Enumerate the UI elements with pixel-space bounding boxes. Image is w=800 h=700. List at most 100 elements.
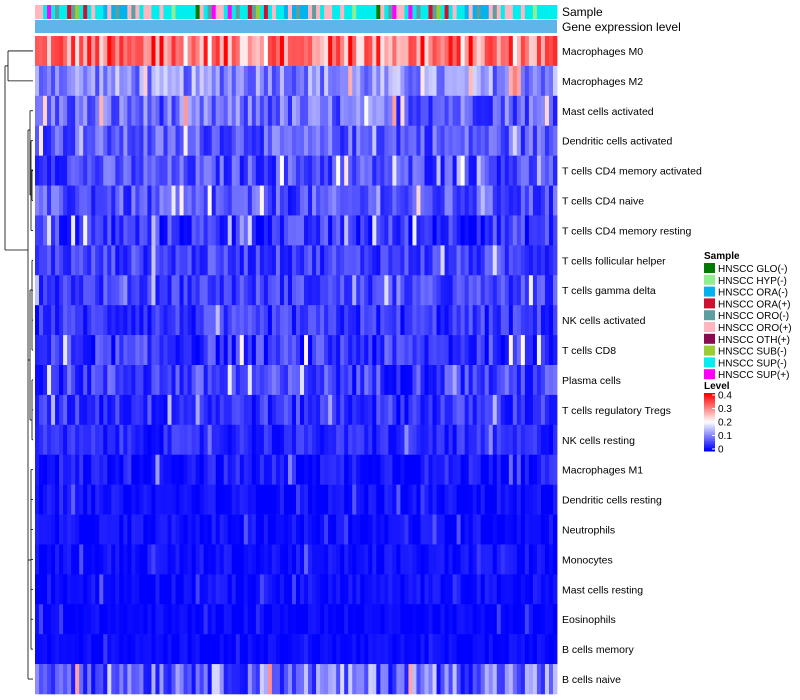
- heatmap-cell: [412, 544, 417, 575]
- heatmap-cell: [47, 245, 52, 276]
- heatmap-cell: [107, 604, 112, 635]
- heatmap-cell: [43, 215, 48, 246]
- heatmap-cell: [536, 245, 542, 276]
- heatmap-cell: [512, 155, 518, 186]
- heatmap-cell: [275, 484, 281, 515]
- heatmap-cell: [308, 125, 313, 156]
- heatmap-cell: [340, 574, 345, 605]
- heatmap-cell: [207, 454, 213, 485]
- heatmap-cell: [332, 65, 337, 97]
- heatmap-cell: [111, 125, 116, 156]
- heatmap-cell: [480, 125, 486, 156]
- heatmap-cell: [43, 36, 48, 67]
- heatmap-cell: [364, 95, 369, 127]
- heatmap-cell: [167, 664, 172, 695]
- heatmap-cell: [259, 424, 265, 456]
- heatmap-cell: [304, 95, 309, 127]
- heatmap-cell: [171, 95, 176, 127]
- heatmap-cell: [476, 484, 482, 515]
- row-label: B cells naive: [562, 674, 621, 686]
- heatmap-cell: [223, 634, 229, 665]
- heatmap-cell: [496, 634, 502, 665]
- heatmap-cell: [271, 305, 277, 336]
- sample-annotation-cell: [115, 5, 120, 19]
- heatmap-cell: [392, 544, 397, 575]
- heatmap-cell: [404, 185, 409, 216]
- heatmap-cell: [420, 185, 425, 216]
- heatmap-cell: [456, 454, 462, 485]
- heatmap-cell: [215, 634, 221, 665]
- heatmap-cell: [524, 484, 530, 515]
- heatmap-cell: [336, 454, 341, 485]
- heatmap-cell: [324, 305, 329, 336]
- heatmap-cell: [540, 125, 546, 156]
- heatmap-cell: [179, 424, 184, 456]
- heatmap-cell: [516, 664, 522, 695]
- heatmap-cell: [312, 454, 317, 485]
- heatmap-cell: [291, 155, 297, 186]
- heatmap-cell: [211, 634, 217, 665]
- heatmap-cell: [263, 544, 269, 575]
- heatmap-cell: [408, 574, 413, 605]
- heatmap-cell: [139, 664, 144, 695]
- heatmap-cell: [552, 245, 558, 276]
- heatmap-cell: [356, 604, 361, 635]
- row-label: Plasma cells: [562, 375, 621, 387]
- heatmap-cell: [283, 604, 289, 635]
- heatmap-cell: [468, 484, 474, 515]
- heatmap-cell: [328, 155, 333, 186]
- heatmap-cell: [516, 514, 522, 545]
- sample-annotation-cell: [87, 5, 92, 19]
- heatmap-cell: [115, 544, 120, 575]
- heatmap-cell: [464, 634, 470, 665]
- heatmap-cell: [324, 245, 329, 276]
- heatmap-cell: [115, 335, 120, 366]
- heatmap-cell: [247, 335, 253, 366]
- heatmap-cell: [271, 634, 277, 665]
- heatmap-cell: [135, 454, 140, 485]
- heatmap-cell: [163, 664, 168, 695]
- heatmap-cell: [512, 574, 518, 605]
- heatmap-cell: [368, 95, 373, 127]
- heatmap-cell: [79, 454, 84, 485]
- heatmap-cell: [127, 275, 132, 306]
- heatmap-cell: [247, 245, 253, 276]
- heatmap-cell: [372, 305, 377, 336]
- heatmap-cell: [99, 245, 104, 276]
- heatmap-cell: [340, 634, 345, 665]
- heatmap-cell: [59, 574, 64, 605]
- heatmap-cell: [332, 514, 337, 545]
- heatmap-cell: [119, 305, 124, 336]
- heatmap-cell: [492, 275, 498, 306]
- heatmap-cell: [452, 185, 458, 216]
- heatmap-cell: [95, 335, 100, 366]
- heatmap-cell: [416, 65, 421, 97]
- heatmap-cell: [167, 36, 172, 67]
- heatmap-cell: [39, 394, 44, 426]
- heatmap-cell: [155, 245, 160, 276]
- heatmap-cell: [380, 215, 385, 246]
- heatmap-cell: [384, 394, 389, 426]
- heatmap-cell: [239, 275, 245, 306]
- heatmap-cell: [504, 95, 510, 127]
- heatmap-cell: [139, 95, 144, 127]
- heatmap-cell: [344, 454, 349, 485]
- heatmap-cell: [392, 155, 397, 186]
- heatmap-cell: [552, 514, 558, 545]
- level-gradient-step: [704, 416, 715, 419]
- heatmap-cell: [227, 514, 233, 545]
- heatmap-cell: [496, 454, 502, 485]
- heatmap-cell: [472, 664, 478, 695]
- heatmap-cell: [372, 424, 377, 456]
- sample-annotation-cell: [63, 5, 68, 19]
- heatmap-cell: [496, 36, 502, 67]
- heatmap-cell: [480, 394, 486, 426]
- heatmap-cell: [163, 544, 168, 575]
- heatmap-cell: [356, 454, 361, 485]
- heatmap-cell: [271, 125, 277, 156]
- heatmap-cell: [396, 574, 401, 605]
- heatmap-cell: [380, 664, 385, 695]
- heatmap-cell: [304, 574, 309, 605]
- heatmap-cell: [287, 155, 293, 186]
- heatmap-cell: [183, 544, 188, 575]
